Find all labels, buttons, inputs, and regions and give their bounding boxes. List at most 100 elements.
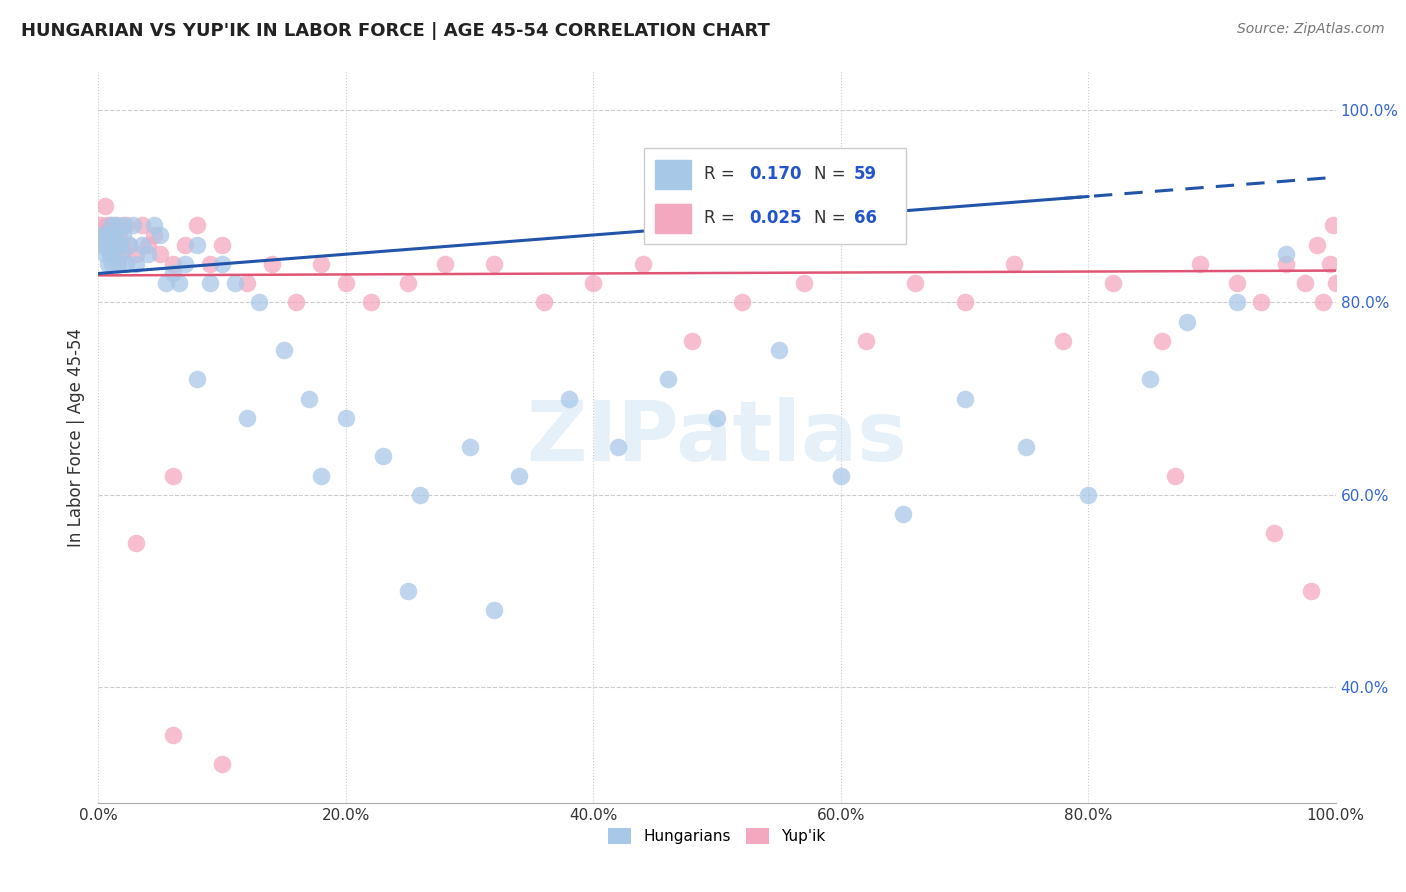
Text: Source: ZipAtlas.com: Source: ZipAtlas.com — [1237, 22, 1385, 37]
Point — [162, 468, 184, 483]
Point — [484, 257, 506, 271]
Point — [1139, 372, 1161, 386]
Point — [1263, 526, 1285, 541]
Point — [1306, 237, 1329, 252]
Point — [508, 468, 530, 483]
Point — [98, 247, 121, 261]
Point — [174, 257, 197, 271]
Point — [360, 295, 382, 310]
Point — [94, 227, 117, 242]
Point — [1275, 247, 1298, 261]
Point — [1164, 468, 1187, 483]
Point — [309, 468, 332, 483]
Point — [93, 199, 115, 213]
Y-axis label: In Labor Force | Age 45-54: In Labor Force | Age 45-54 — [66, 327, 84, 547]
Point — [97, 227, 120, 242]
Point — [118, 237, 141, 252]
Point — [582, 276, 605, 290]
Point — [167, 276, 190, 290]
Point — [1102, 276, 1125, 290]
Text: R =: R = — [704, 165, 741, 183]
Point — [273, 343, 295, 358]
Point — [211, 257, 233, 271]
Point — [1299, 584, 1322, 599]
Point — [112, 219, 135, 233]
Bar — [655, 204, 692, 233]
Point — [211, 237, 233, 252]
Point — [236, 410, 259, 425]
Point — [236, 276, 259, 290]
Point — [681, 334, 703, 348]
Point — [285, 295, 308, 310]
Point — [155, 276, 177, 290]
Point — [484, 603, 506, 617]
Point — [149, 227, 172, 242]
Point — [1322, 219, 1344, 233]
Legend: Hungarians, Yup'ik: Hungarians, Yup'ik — [602, 822, 832, 850]
Point — [124, 247, 146, 261]
Point — [101, 237, 124, 252]
Point — [1077, 488, 1099, 502]
Point — [335, 410, 357, 425]
Text: 0.170: 0.170 — [749, 165, 801, 183]
Point — [103, 247, 125, 261]
Point — [1319, 257, 1341, 271]
Point — [409, 488, 432, 502]
Point — [104, 227, 127, 242]
Point — [186, 372, 208, 386]
Point — [793, 276, 815, 290]
Point — [100, 219, 122, 233]
Point — [114, 219, 136, 233]
Point — [904, 276, 927, 290]
Point — [108, 227, 131, 242]
Text: 66: 66 — [853, 210, 876, 227]
Point — [433, 257, 456, 271]
Point — [103, 247, 125, 261]
Point — [107, 257, 129, 271]
Point — [107, 257, 129, 271]
Point — [122, 219, 145, 233]
Point — [298, 392, 321, 406]
Point — [335, 276, 357, 290]
Point — [101, 237, 124, 252]
Point — [260, 257, 283, 271]
Point — [224, 276, 246, 290]
Point — [136, 247, 159, 261]
Text: ZIPatlas: ZIPatlas — [527, 397, 907, 477]
Point — [211, 757, 233, 772]
Point — [186, 237, 208, 252]
Point — [98, 247, 121, 261]
Text: 0.025: 0.025 — [749, 210, 801, 227]
Point — [149, 247, 172, 261]
Point — [1226, 295, 1249, 310]
FancyBboxPatch shape — [644, 148, 905, 244]
Point — [131, 219, 153, 233]
Point — [101, 257, 124, 271]
Bar — [655, 160, 692, 188]
Point — [1294, 276, 1316, 290]
Point — [103, 219, 125, 233]
Point — [104, 237, 127, 252]
Point — [112, 247, 135, 261]
Point — [112, 227, 135, 242]
Point — [247, 295, 270, 310]
Point — [657, 372, 679, 386]
Point — [1324, 276, 1347, 290]
Point — [768, 343, 790, 358]
Point — [103, 227, 125, 242]
Point — [100, 227, 122, 242]
Point — [1002, 257, 1025, 271]
Point — [186, 219, 208, 233]
Point — [93, 237, 115, 252]
Point — [706, 410, 728, 425]
Point — [143, 227, 166, 242]
Point — [1188, 257, 1211, 271]
Point — [631, 257, 654, 271]
Point — [855, 334, 877, 348]
Point — [97, 237, 120, 252]
Point — [1250, 295, 1272, 310]
Text: HUNGARIAN VS YUP'IK IN LABOR FORCE | AGE 45-54 CORRELATION CHART: HUNGARIAN VS YUP'IK IN LABOR FORCE | AGE… — [21, 22, 770, 40]
Point — [1312, 295, 1334, 310]
Point — [396, 276, 419, 290]
Point — [96, 219, 118, 233]
